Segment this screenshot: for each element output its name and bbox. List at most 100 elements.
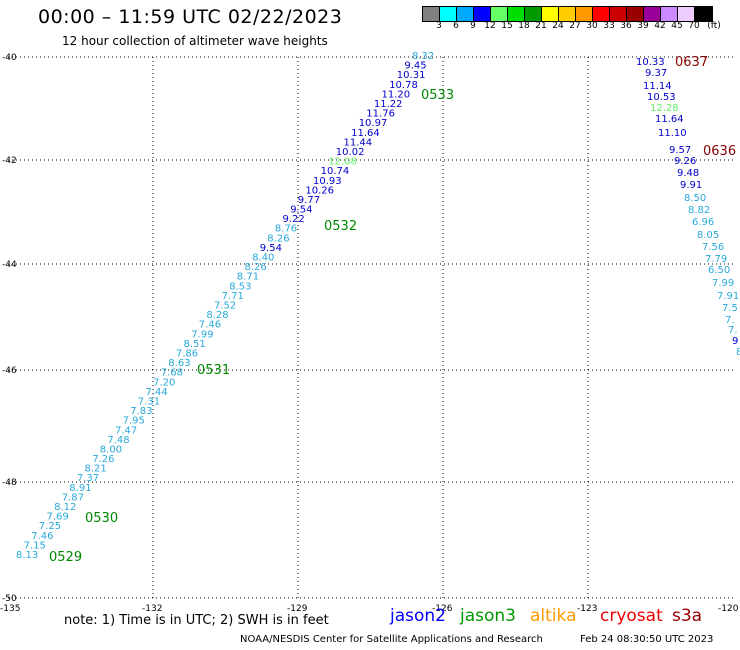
- wave-height-value: 7.46: [31, 531, 53, 542]
- legend-swatch: [457, 7, 474, 21]
- lon-label: -123: [577, 604, 597, 614]
- credit-line: NOAA/NESDIS Center for Satellite Applica…: [240, 634, 543, 645]
- lon-label: -129: [287, 604, 308, 614]
- wave-height-value: 7.69: [47, 512, 69, 523]
- wave-height-value: 10.31: [397, 70, 426, 81]
- legend-unit: (ft): [707, 21, 721, 31]
- wave-height-value: 12.28: [650, 103, 679, 114]
- legend-label: 42: [654, 21, 666, 31]
- legend-label: 45: [671, 21, 683, 31]
- track-time-label: 0636: [703, 144, 736, 159]
- wave-height-value: 7.91: [717, 291, 739, 302]
- wave-height-value: 9.22: [283, 214, 305, 225]
- lon-label: -135: [0, 604, 20, 614]
- timestamp: Feb 24 08:30:50 UTC 2023: [580, 634, 714, 645]
- wave-height-value: 11.44: [344, 137, 373, 148]
- lat-label: -48: [2, 478, 17, 488]
- legend-swatch: [593, 7, 610, 21]
- legend-swatch: [678, 7, 695, 21]
- wave-height-value: 9: [732, 336, 738, 347]
- wave-height-value: 8.76: [275, 224, 297, 235]
- legend-swatch: [661, 7, 678, 21]
- wave-height-value: 8.82: [688, 205, 710, 216]
- wave-height-value: 8.40: [252, 253, 274, 264]
- track-time-label: 0637: [675, 55, 708, 70]
- lon-label: -132: [142, 604, 162, 614]
- wave-height-value: 9.57: [669, 145, 691, 156]
- legend-label: 27: [569, 21, 581, 31]
- legend-label: 15: [501, 21, 513, 31]
- legend-swatch: [576, 7, 593, 21]
- wave-height-value: 8.05: [697, 230, 719, 241]
- wave-height-value: 11.76: [366, 109, 395, 120]
- wave-height-value: 9.54: [260, 243, 282, 254]
- wave-height-value: 7.79: [705, 254, 727, 265]
- wave-height-value: 10.78: [389, 80, 418, 91]
- wave-height-value: 12.08: [328, 157, 357, 168]
- wave-height-value: 8.71: [237, 272, 259, 283]
- satellite-s3a: s3a: [672, 606, 703, 626]
- wave-height-value: 10.53: [647, 92, 676, 103]
- wave-height-value: 7.86: [176, 349, 198, 360]
- legend-label: 21: [535, 21, 547, 31]
- wave-height-value: 10.97: [359, 118, 388, 129]
- wave-height-value: 8.53: [229, 281, 251, 292]
- wave-height-value: 9.54: [290, 205, 312, 216]
- legend-swatch: [627, 7, 644, 21]
- wave-height-value: 7.52: [214, 301, 236, 312]
- wave-height-value: 9.45: [404, 61, 426, 72]
- satellite-jason2: jason2: [390, 606, 446, 626]
- wave-height-value: 7.15: [24, 540, 46, 551]
- wave-height-value: 10.33: [636, 57, 665, 68]
- wave-height-value: 10.74: [321, 166, 350, 177]
- wave-height-value: 8.91: [69, 483, 91, 494]
- wave-height-value: 10.93: [313, 176, 342, 187]
- wave-height-value: 7.71: [222, 291, 244, 302]
- legend-swatch: [508, 7, 525, 21]
- legend-swatch: [695, 7, 712, 21]
- wave-height-value: 7.48: [107, 435, 129, 446]
- wave-height-value: 7.83: [130, 406, 152, 417]
- legend-swatch: [474, 7, 491, 21]
- legend-swatch: [559, 7, 576, 21]
- wave-height-value: 6.96: [692, 217, 714, 228]
- wave-height-value: 9.91: [680, 180, 702, 191]
- lon-label: -126: [432, 604, 453, 614]
- legend-swatch: [525, 7, 542, 21]
- wave-height-value: 10.26: [305, 185, 334, 196]
- legend-label: 36: [620, 21, 632, 31]
- lon-label: -120: [718, 604, 739, 614]
- legend-label: 30: [586, 21, 598, 31]
- wave-height-value: 8.26: [267, 233, 289, 244]
- legend-label: 3: [436, 21, 442, 31]
- wave-height-value: 9.26: [674, 156, 696, 167]
- legend-label: 39: [637, 21, 649, 31]
- wave-height-value: 8.13: [16, 550, 38, 561]
- wave-height-value: 8.50: [684, 193, 706, 204]
- legend-label: 12: [484, 21, 496, 31]
- legend-swatch: [610, 7, 627, 21]
- lat-label: -50: [2, 594, 17, 604]
- wave-height-value: 11.64: [351, 128, 380, 139]
- wave-height-value: 8.21: [85, 464, 107, 475]
- lat-label: -40: [2, 53, 17, 63]
- wave-height-value: 7.56: [702, 242, 724, 253]
- wave-height-value: 9.37: [645, 68, 667, 79]
- legend-label: 18: [518, 21, 530, 31]
- page-title: 00:00 – 11:59 UTC 02/22/2023: [38, 6, 343, 28]
- wave-height-value: 7.: [728, 325, 738, 336]
- legend-swatch: [440, 7, 457, 21]
- lat-label: -44: [2, 260, 17, 270]
- color-legend: [422, 6, 713, 22]
- legend-swatch: [423, 7, 440, 21]
- wave-height-value: 7.68: [161, 368, 183, 379]
- lat-label: -42: [2, 156, 17, 166]
- wave-height-value: 11.14: [643, 81, 672, 92]
- wave-height-value: 8.63: [168, 358, 190, 369]
- legend-label: 6: [453, 21, 459, 31]
- track-time-label: 0531: [197, 363, 230, 378]
- wave-height-value: 7.95: [123, 416, 145, 427]
- legend-swatch: [491, 7, 508, 21]
- wave-height-value: 7.5: [722, 303, 738, 314]
